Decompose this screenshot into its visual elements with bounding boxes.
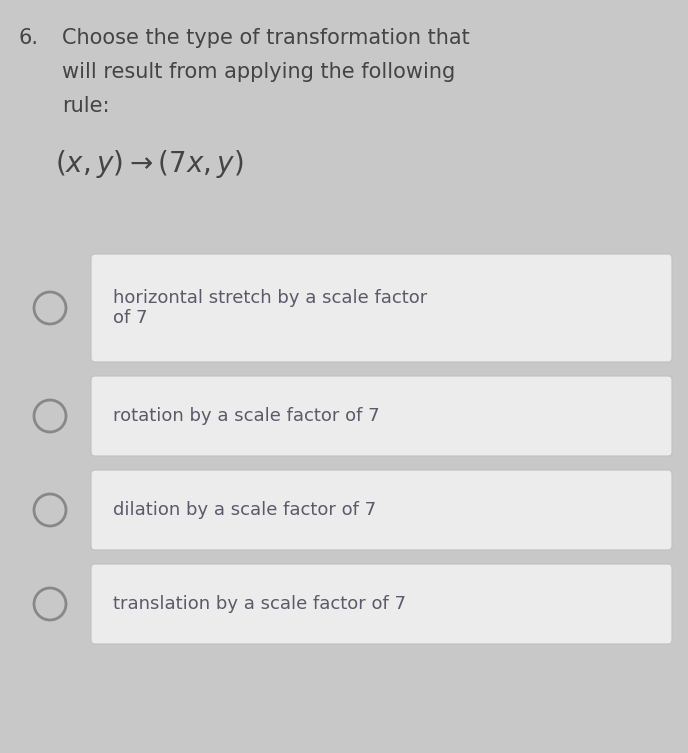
Circle shape [34,494,66,526]
Text: translation by a scale factor of 7: translation by a scale factor of 7 [113,595,406,613]
Text: of 7: of 7 [113,309,147,327]
Text: rule:: rule: [62,96,109,116]
Text: will result from applying the following: will result from applying the following [62,62,455,82]
Text: $(x, y) \rightarrow (7x, y)$: $(x, y) \rightarrow (7x, y)$ [55,148,244,180]
Text: 6.: 6. [18,28,38,48]
Circle shape [34,292,66,324]
FancyBboxPatch shape [91,376,672,456]
Circle shape [34,588,66,620]
Text: Choose the type of transformation that: Choose the type of transformation that [62,28,470,48]
Text: horizontal stretch by a scale factor: horizontal stretch by a scale factor [113,289,427,307]
Circle shape [34,400,66,432]
FancyBboxPatch shape [91,564,672,644]
FancyBboxPatch shape [91,254,672,362]
Text: rotation by a scale factor of 7: rotation by a scale factor of 7 [113,407,380,425]
Text: dilation by a scale factor of 7: dilation by a scale factor of 7 [113,501,376,519]
FancyBboxPatch shape [91,470,672,550]
